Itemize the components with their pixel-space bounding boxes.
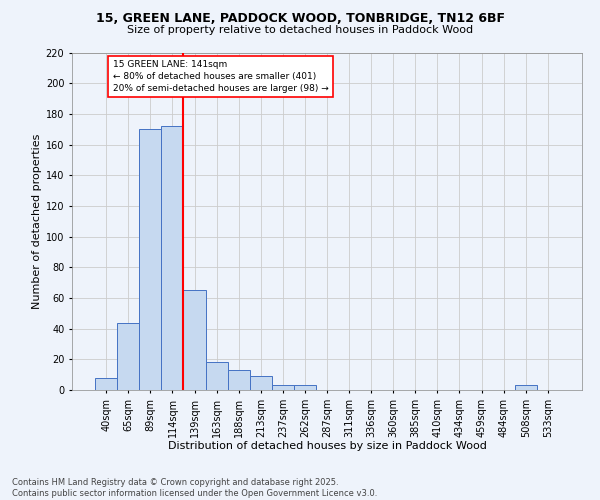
Bar (139, 129, 161, 390)
Y-axis label: Number of detached properties: Number of detached properties (32, 134, 41, 309)
Text: Size of property relative to detached houses in Paddock Wood: Size of property relative to detached ho… (127, 25, 473, 35)
X-axis label: Distribution of detached houses by size in Paddock Wood: Distribution of detached houses by size … (167, 441, 487, 451)
Bar (184, 290, 206, 390)
Bar (206, 362, 227, 390)
Bar (272, 386, 294, 390)
Bar (515, 386, 537, 390)
Bar (250, 376, 272, 390)
Bar (95, 378, 117, 390)
Bar (294, 386, 316, 390)
Bar (161, 126, 184, 390)
Text: Contains HM Land Registry data © Crown copyright and database right 2025.
Contai: Contains HM Land Registry data © Crown c… (12, 478, 377, 498)
Text: 15, GREEN LANE, PADDOCK WOOD, TONBRIDGE, TN12 6BF: 15, GREEN LANE, PADDOCK WOOD, TONBRIDGE,… (95, 12, 505, 26)
Bar (117, 322, 139, 390)
Text: 15 GREEN LANE: 141sqm
← 80% of detached houses are smaller (401)
20% of semi-det: 15 GREEN LANE: 141sqm ← 80% of detached … (113, 60, 329, 93)
Bar (227, 370, 250, 390)
